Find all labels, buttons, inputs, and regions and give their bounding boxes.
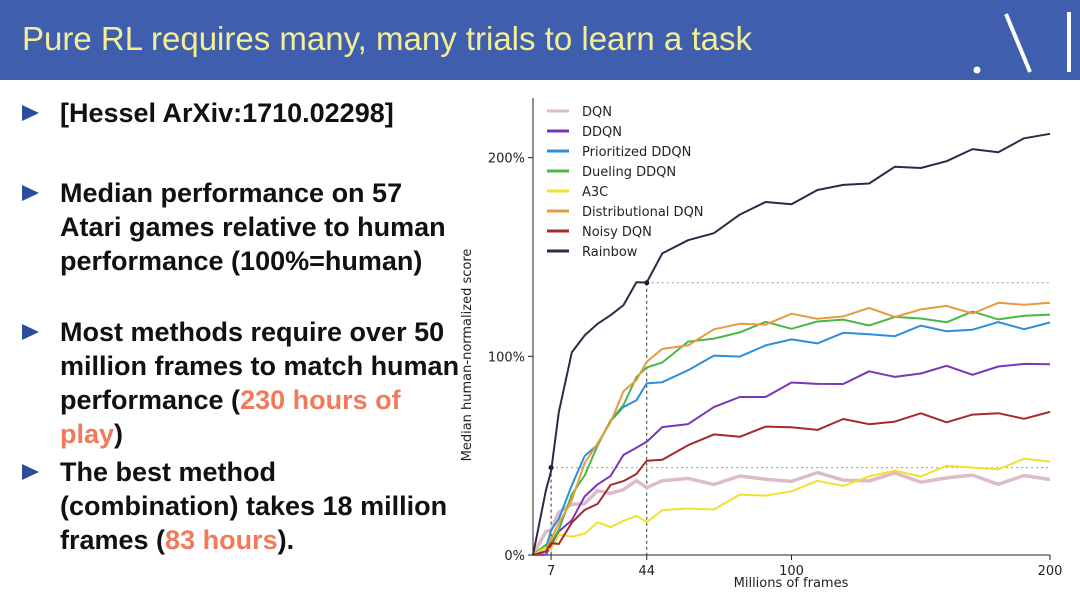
bullet-arrow-icon	[22, 185, 39, 201]
bullet-arrow-icon	[22, 105, 39, 121]
slide-title: Pure RL requires many, many trials to le…	[22, 20, 752, 57]
legend-entry: Noisy DQN	[582, 225, 652, 240]
y-axis-label: Median human-normalized score	[460, 249, 475, 462]
legend-entry: Distributional DQN	[582, 205, 704, 220]
bullet-text: [Hessel ArXiv:1710.02298]	[60, 98, 394, 128]
series-line	[532, 457, 1051, 556]
y-tick-label: 100%	[488, 350, 525, 365]
x-tick-label: 100	[779, 564, 804, 579]
highlight-hours: 230 hours of play	[60, 385, 401, 449]
bullet-text: The best method (combination) takes 18 m…	[60, 455, 460, 557]
bullet-text-part: ).	[277, 525, 295, 555]
bullet-arrow-icon	[22, 464, 39, 480]
x-tick-label: 7	[547, 564, 555, 579]
bullet-text: Most methods require over 50 million fra…	[60, 315, 460, 451]
series-line	[532, 310, 1051, 556]
bullet-arrow-icon	[22, 324, 39, 340]
legend-entry: Prioritized DDQN	[582, 145, 691, 160]
legend-entry: Dueling DDQN	[582, 165, 676, 180]
bullet-text-part: )	[114, 419, 124, 449]
x-tick-label: 44	[638, 564, 655, 579]
performance-chart: 7 44 100 200 0% 100% 200% DQN DDQN Prioritized D…	[460, 98, 1063, 591]
series-line	[532, 410, 1051, 556]
series-line	[531, 470, 1051, 556]
y-tick-label: 0%	[504, 549, 525, 564]
x-tick-label: 200	[1038, 564, 1063, 579]
legend-entry: A3C	[582, 185, 608, 200]
series-line	[532, 362, 1051, 556]
series-line	[532, 301, 1051, 556]
y-tick-label: 200%	[488, 152, 525, 167]
legend-entry: DQN	[582, 105, 612, 120]
legend-entry: Rainbow	[582, 245, 638, 260]
x-axis-label: Millions of frames	[734, 576, 849, 591]
highlight-hours: 83 hours	[165, 525, 278, 555]
title-bar: Pure RL requires many, many trials to le…	[0, 0, 1080, 80]
logo-mark-icon	[973, 12, 1071, 74]
bullet-text: Median performance on 57 Atari games rel…	[60, 178, 446, 276]
bullet-text-part: The best method (combination) takes 18 m…	[60, 457, 448, 555]
series-line	[532, 321, 1051, 556]
bullet-text-part: Most methods require over 50 million fra…	[60, 317, 460, 415]
legend-entry: DDQN	[582, 125, 622, 140]
series-line	[532, 132, 1051, 556]
